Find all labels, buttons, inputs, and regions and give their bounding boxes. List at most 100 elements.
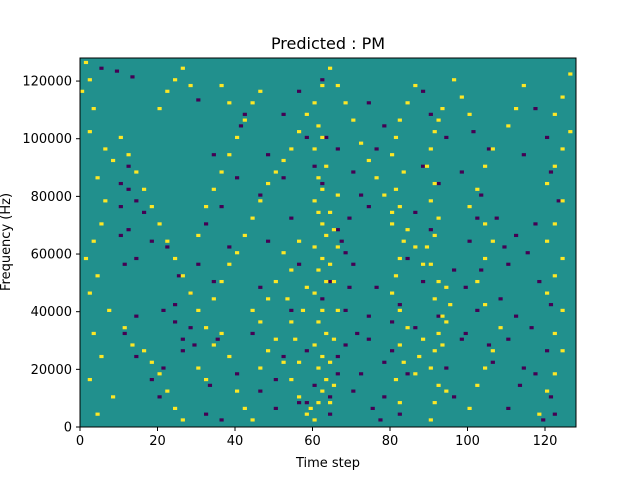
- heatmap-background: [80, 58, 576, 427]
- heatmap-cell-high: [289, 268, 294, 272]
- heatmap-cell-low: [351, 262, 356, 266]
- heatmap-cell-low: [355, 331, 360, 336]
- heatmap-cell-high: [289, 377, 294, 382]
- heatmap-cell-high: [328, 360, 333, 364]
- plot-frame: [79, 57, 577, 428]
- heatmap-cell-high: [320, 389, 325, 393]
- heatmap-cell-low: [130, 75, 135, 79]
- heatmap-cell-high: [95, 274, 100, 278]
- heatmap-cell-high: [250, 418, 255, 422]
- heatmap-cell-high: [432, 130, 437, 134]
- heatmap-cell-low: [533, 107, 538, 111]
- heatmap-cell-high: [444, 285, 449, 289]
- heatmap-cell-high: [304, 285, 309, 289]
- heatmap-cell-high: [545, 181, 550, 186]
- heatmap-cell-low: [514, 314, 519, 318]
- heatmap-cell-high: [405, 101, 410, 105]
- heatmap-cell-low: [428, 112, 433, 116]
- heatmap-cell-low: [297, 262, 302, 266]
- heatmap-cell-low: [339, 239, 344, 243]
- heatmap-cell-low: [463, 331, 468, 336]
- heatmap-cell-high: [483, 366, 488, 370]
- heatmap-cell-low: [134, 256, 139, 261]
- heatmap-cell-high: [173, 256, 178, 261]
- heatmap-cell-high: [188, 83, 193, 88]
- heatmap-cell-high: [440, 107, 445, 111]
- heatmap-cell-high: [390, 210, 395, 214]
- heatmap-cell-high: [560, 199, 565, 203]
- x-tick-label: 80: [382, 434, 399, 449]
- heatmap-cell-high: [393, 135, 399, 140]
- heatmap-cell-low: [215, 337, 220, 341]
- heatmap-cell-high: [320, 222, 325, 226]
- heatmap-cell-high: [320, 135, 325, 140]
- heatmap-cell-high: [312, 418, 317, 422]
- x-tick-label: 40: [227, 434, 244, 449]
- heatmap-cell-low: [134, 314, 139, 318]
- heatmap-cell-high: [258, 366, 263, 370]
- heatmap-cell-low: [273, 377, 278, 382]
- chart-title: Predicted : PM: [271, 34, 385, 53]
- heatmap-cell-low: [157, 395, 162, 399]
- heatmap-cell-high: [250, 308, 255, 312]
- heatmap-cell-high: [328, 262, 333, 266]
- heatmap-cell-low: [328, 412, 333, 416]
- heatmap-cell-low: [335, 372, 340, 376]
- heatmap-cell-high: [335, 83, 340, 88]
- heatmap-cell-low: [204, 412, 209, 416]
- heatmap-cell-low: [463, 285, 468, 289]
- heatmap-cell-high: [459, 95, 464, 99]
- heatmap-cell-low: [176, 274, 182, 278]
- heatmap-cell-low: [258, 285, 263, 289]
- heatmap-cell-high: [452, 78, 457, 82]
- heatmap-cell-low: [405, 372, 410, 376]
- heatmap-cell-low: [556, 199, 561, 203]
- heatmap-cell-low: [428, 228, 433, 232]
- heatmap-cell-high: [103, 147, 108, 151]
- heatmap-cell-high: [157, 107, 162, 111]
- heatmap-cell-high: [111, 395, 116, 399]
- heatmap-cell-high: [118, 135, 123, 140]
- heatmap-cell-high: [552, 372, 557, 376]
- heatmap-cell-low: [281, 354, 286, 359]
- heatmap-cell-low: [165, 245, 170, 249]
- y-axis: 0 20000 40000 60000 80000 100000 120000: [22, 75, 80, 436]
- heatmap-cell-low: [204, 222, 209, 226]
- heatmap-cell-low: [486, 147, 492, 151]
- heatmap-cell-high: [440, 314, 445, 318]
- heatmap-cell-high: [417, 354, 422, 359]
- heatmap-cell-low: [320, 181, 325, 186]
- heatmap-cell-high: [320, 308, 325, 312]
- heatmap-cell-low: [413, 326, 418, 330]
- heatmap-cell-high: [448, 303, 453, 307]
- heatmap-cell-high: [211, 343, 216, 347]
- heatmap-cell-high: [390, 153, 395, 157]
- heatmap-cell-low: [335, 228, 340, 232]
- heatmap-cell-high: [331, 279, 337, 284]
- heatmap-cell-high: [157, 372, 162, 376]
- heatmap-cell-high: [382, 193, 387, 197]
- heatmap-cell-low: [382, 360, 387, 364]
- heatmap-cell-high: [467, 406, 472, 410]
- heatmap-cell-high: [316, 210, 321, 214]
- heatmap-cell-low: [506, 337, 511, 341]
- heatmap-cell-low: [235, 372, 240, 376]
- heatmap-cell-low: [281, 112, 286, 116]
- heatmap-cell-low: [118, 181, 123, 186]
- heatmap-cell-low: [324, 135, 329, 140]
- heatmap-cell-high: [483, 303, 488, 307]
- heatmap-cell-low: [328, 395, 333, 399]
- heatmap-cell-low: [452, 395, 457, 399]
- heatmap-cell-high: [390, 222, 395, 226]
- heatmap-cell-low: [289, 308, 294, 312]
- heatmap-cell-high: [308, 406, 313, 410]
- heatmap-cell-high: [405, 326, 410, 330]
- heatmap-cell-high: [359, 141, 364, 145]
- heatmap-cell-low: [486, 343, 492, 347]
- heatmap-cell-high: [401, 239, 406, 243]
- heatmap-cell-high: [289, 147, 294, 151]
- heatmap-cell-high: [312, 147, 317, 151]
- heatmap-cell-low: [370, 406, 375, 410]
- heatmap-cell-low: [266, 153, 271, 157]
- heatmap-cell-low: [281, 176, 286, 180]
